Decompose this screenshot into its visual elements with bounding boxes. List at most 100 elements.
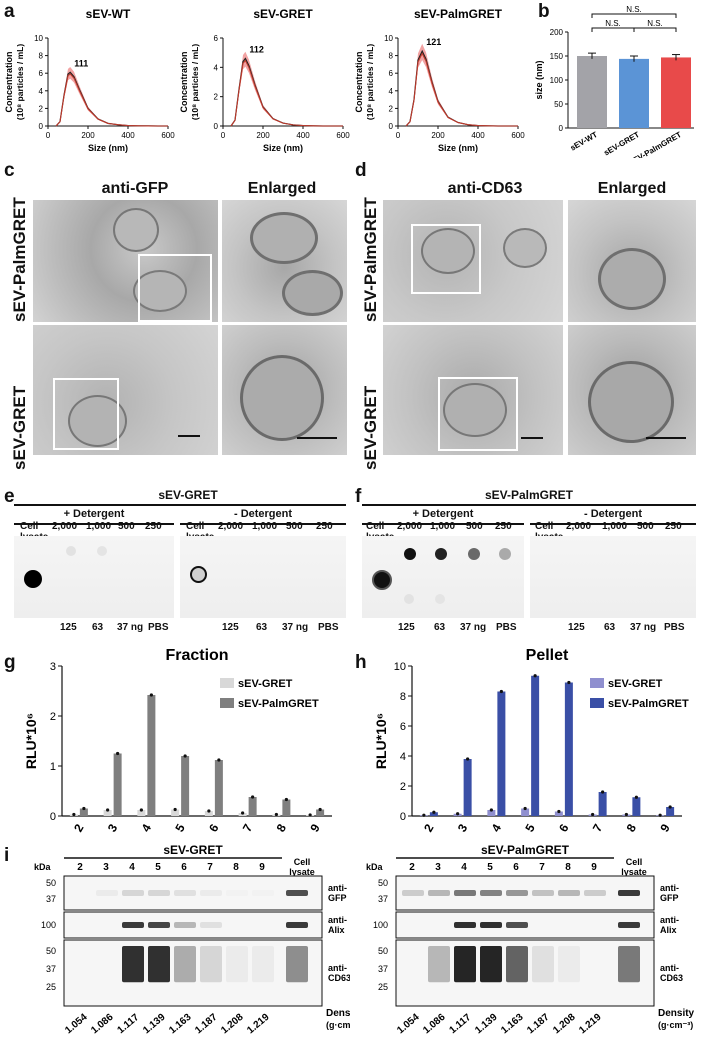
- y-tick-label: 4: [214, 63, 219, 72]
- mw-marker: 50: [378, 946, 388, 956]
- mw-marker: 37: [378, 894, 388, 904]
- bar-sEV-PalmGRET-3: [463, 759, 472, 816]
- band: [122, 946, 144, 983]
- y-axis-label-units: (10⁸ particles / mL): [15, 44, 25, 120]
- x-tick-label: 3: [455, 821, 471, 834]
- y-tick-label: 6: [389, 69, 394, 78]
- mw-marker: 50: [46, 878, 56, 888]
- lane-label: 5: [487, 862, 493, 873]
- density-value: 1.139: [473, 1012, 500, 1037]
- y-axis-label: RLU*10⁶: [373, 713, 389, 769]
- antibody-label: Alix: [328, 925, 345, 935]
- conc-250-f: 250: [495, 521, 512, 532]
- data-point: [422, 813, 426, 817]
- x-tick-label: 9: [307, 821, 323, 834]
- mw-marker: 100: [41, 920, 56, 930]
- x-tick-label: 600: [336, 131, 350, 140]
- legend-label: sEV-GRET: [608, 678, 663, 690]
- panel-label-f: f: [355, 486, 362, 507]
- significance-label: N.S.: [626, 5, 642, 14]
- density-value: 1.086: [421, 1012, 448, 1037]
- data-point: [251, 795, 255, 799]
- x-tick-label: 7: [240, 821, 256, 834]
- scale-bar: [297, 437, 337, 439]
- bar-sEV-GRET-3: [103, 810, 112, 816]
- blot-gfp: [63, 875, 323, 911]
- x-tick-label: 600: [511, 131, 525, 140]
- y-tick-label: 0: [389, 122, 394, 131]
- y-tick-label: 2: [389, 104, 394, 113]
- plus-detergent-f: + Detergent: [412, 508, 474, 520]
- x-tick-label: 8: [274, 821, 290, 834]
- dotblot-title-e: sEV-GRET: [158, 488, 218, 502]
- conc-250-e: 250: [145, 521, 162, 532]
- zoom-box: [411, 224, 481, 294]
- scale-bar: [178, 435, 200, 437]
- y-tick-label: 10: [394, 661, 406, 673]
- bar-sEV-PalmGRET-2: [429, 812, 438, 816]
- bar-sEV-PalmGRET-6: [214, 760, 223, 816]
- data-point: [658, 813, 662, 817]
- data-point: [499, 689, 503, 694]
- data-point: [82, 806, 86, 811]
- y-tick-label: 150: [550, 52, 564, 61]
- row-label-gret-c: sEV-GRET: [10, 385, 29, 470]
- row-label-gret-d: sEV-GRET: [361, 385, 380, 470]
- band: [480, 946, 502, 983]
- density-value: 1.208: [551, 1012, 578, 1037]
- conc-125-e2: 125: [222, 622, 239, 633]
- x-tick-label: 4: [489, 821, 505, 834]
- y-tick-label: 100: [550, 76, 564, 85]
- antibody-label: anti-: [328, 963, 347, 973]
- conc-63-e: 63: [92, 622, 104, 633]
- data-point: [139, 808, 143, 812]
- data-point: [624, 812, 628, 817]
- legend-swatch: [220, 678, 234, 688]
- band: [286, 890, 308, 896]
- y-axis-label: size (nm): [534, 60, 544, 99]
- mw-marker: 50: [46, 946, 56, 956]
- conc-125-f: 125: [398, 622, 415, 633]
- data-point: [456, 812, 460, 816]
- row-label-palmgret-c: sEV-PalmGRET: [10, 197, 29, 322]
- data-point: [318, 807, 322, 812]
- density-unit: (g·cm⁻³): [326, 1020, 350, 1030]
- antibody-label: Alix: [660, 925, 677, 935]
- peak-label: 121: [426, 37, 441, 47]
- bar-sEV-PalmGRET-9: [316, 809, 325, 816]
- data-point: [241, 811, 245, 815]
- y-tick-label: 10: [384, 34, 393, 43]
- pellet-bar-chart: Pellet 0 2 4 6 8 10 RLU*10⁶ 2 3 4 5 6 7 8 9 sEV-GRET sEV-…: [373, 647, 689, 834]
- dotblot-membrane-e-minus: [180, 536, 346, 618]
- nta-chart-gret: sEV-GRET 0 2 4 6 0 200 400 600 Size (nm) Concentra…: [179, 7, 350, 153]
- mw-marker: 25: [46, 982, 56, 992]
- conc-500-e2: 500: [286, 521, 303, 532]
- cell-label: Cell: [186, 521, 205, 532]
- conc-1000-f: 1,000: [430, 521, 456, 532]
- panel-label-h: h: [355, 652, 367, 673]
- dotblot-title-f: sEV-PalmGRET: [484, 488, 574, 502]
- band: [618, 890, 640, 896]
- em-enlarged-d-palmgret: [568, 200, 696, 322]
- x-tick-label: 5: [172, 821, 188, 834]
- data-point: [466, 757, 470, 761]
- x-tick-label: 400: [471, 131, 485, 140]
- data-point: [149, 693, 153, 697]
- conc-500-f: 500: [466, 521, 483, 532]
- data-point: [432, 810, 436, 814]
- density-value: 1.187: [193, 1012, 220, 1037]
- conc-2000-f2: 2,000: [566, 521, 592, 532]
- data-point: [217, 758, 221, 762]
- band: [454, 890, 476, 896]
- x-tick-label: 0: [46, 131, 51, 140]
- data-point: [489, 808, 493, 812]
- em-image-c-palmgret: [33, 200, 218, 322]
- conc-37-f: 37 ng: [460, 622, 487, 633]
- em-title-anti-gfp: anti-GFP: [101, 180, 169, 197]
- panel-label-d: d: [355, 160, 367, 181]
- chart-title: sEV-GRET: [253, 7, 313, 21]
- conc-500-e: 500: [118, 521, 135, 532]
- bar-sEV-GRET-6: [204, 811, 213, 816]
- kda-label: kDa: [34, 862, 52, 872]
- band: [122, 890, 144, 896]
